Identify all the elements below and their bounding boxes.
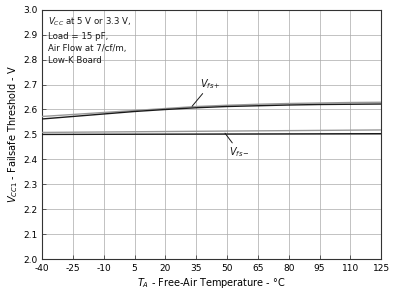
X-axis label: $T_A$ - Free-Air Temperature - °C: $T_A$ - Free-Air Temperature - °C	[137, 276, 286, 290]
Y-axis label: $V_{CC1}$ - Failsafe Threshold - V: $V_{CC1}$ - Failsafe Threshold - V	[6, 66, 20, 203]
Text: $V_{fs+}$: $V_{fs+}$	[192, 77, 221, 106]
Text: $V_{CC}$ at 5 V or 3.3 V,
Load = 15 pF,
Air Flow at 7/cf/m,
Low-K Board: $V_{CC}$ at 5 V or 3.3 V, Load = 15 pF, …	[48, 16, 131, 65]
Text: $V_{fs-}$: $V_{fs-}$	[225, 133, 250, 160]
